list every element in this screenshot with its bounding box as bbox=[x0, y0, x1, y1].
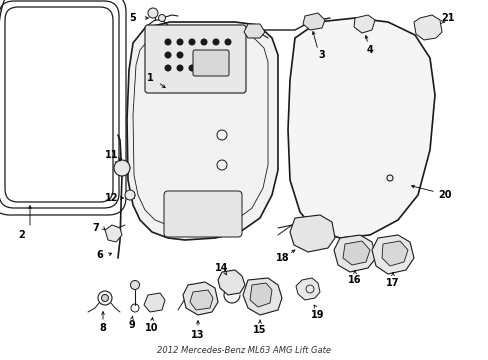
Text: 19: 19 bbox=[311, 310, 324, 320]
Text: 8: 8 bbox=[100, 323, 106, 333]
Circle shape bbox=[188, 64, 195, 72]
Circle shape bbox=[176, 39, 183, 45]
Text: 16: 16 bbox=[347, 275, 361, 285]
Polygon shape bbox=[127, 22, 278, 240]
Text: 18: 18 bbox=[276, 253, 289, 263]
Polygon shape bbox=[243, 278, 282, 315]
Text: 6: 6 bbox=[97, 250, 103, 260]
Text: 15: 15 bbox=[253, 325, 266, 335]
Circle shape bbox=[125, 190, 135, 200]
Circle shape bbox=[164, 64, 171, 72]
Polygon shape bbox=[295, 278, 319, 300]
Circle shape bbox=[212, 39, 219, 45]
FancyBboxPatch shape bbox=[163, 191, 242, 237]
Circle shape bbox=[130, 280, 139, 289]
Polygon shape bbox=[126, 192, 134, 198]
FancyBboxPatch shape bbox=[193, 50, 228, 76]
Polygon shape bbox=[287, 18, 434, 238]
Circle shape bbox=[158, 14, 165, 22]
Text: 13: 13 bbox=[191, 330, 204, 340]
Text: 10: 10 bbox=[145, 323, 159, 333]
Text: 3: 3 bbox=[318, 50, 325, 60]
Polygon shape bbox=[244, 24, 264, 38]
Circle shape bbox=[102, 294, 108, 302]
Circle shape bbox=[200, 39, 207, 45]
Text: 17: 17 bbox=[386, 278, 399, 288]
Polygon shape bbox=[371, 235, 413, 274]
Text: 20: 20 bbox=[437, 190, 451, 200]
Circle shape bbox=[164, 51, 171, 59]
Polygon shape bbox=[289, 215, 334, 252]
Circle shape bbox=[176, 51, 183, 59]
Polygon shape bbox=[381, 241, 407, 266]
Text: 9: 9 bbox=[128, 320, 135, 330]
Circle shape bbox=[188, 39, 195, 45]
Circle shape bbox=[224, 39, 231, 45]
Text: 2: 2 bbox=[19, 230, 25, 240]
Polygon shape bbox=[353, 15, 374, 33]
Text: 5: 5 bbox=[129, 13, 136, 23]
Polygon shape bbox=[190, 290, 213, 310]
Text: 1: 1 bbox=[146, 73, 153, 83]
Text: 12: 12 bbox=[105, 193, 119, 203]
Polygon shape bbox=[218, 270, 244, 295]
Circle shape bbox=[176, 64, 183, 72]
Polygon shape bbox=[143, 293, 164, 312]
FancyBboxPatch shape bbox=[145, 25, 245, 93]
Text: 21: 21 bbox=[440, 13, 454, 23]
Text: 2012 Mercedes-Benz ML63 AMG Lift Gate: 2012 Mercedes-Benz ML63 AMG Lift Gate bbox=[157, 346, 330, 355]
Polygon shape bbox=[249, 283, 271, 307]
Polygon shape bbox=[105, 225, 122, 242]
Circle shape bbox=[200, 64, 207, 72]
Text: 4: 4 bbox=[366, 45, 373, 55]
Circle shape bbox=[164, 39, 171, 45]
Polygon shape bbox=[303, 13, 325, 30]
Polygon shape bbox=[333, 235, 375, 272]
Circle shape bbox=[114, 160, 130, 176]
Polygon shape bbox=[183, 282, 218, 315]
Text: 7: 7 bbox=[92, 223, 99, 233]
Text: 11: 11 bbox=[105, 150, 119, 160]
Text: 14: 14 bbox=[215, 263, 228, 273]
Circle shape bbox=[148, 8, 158, 18]
Polygon shape bbox=[342, 241, 369, 265]
Polygon shape bbox=[413, 15, 441, 40]
